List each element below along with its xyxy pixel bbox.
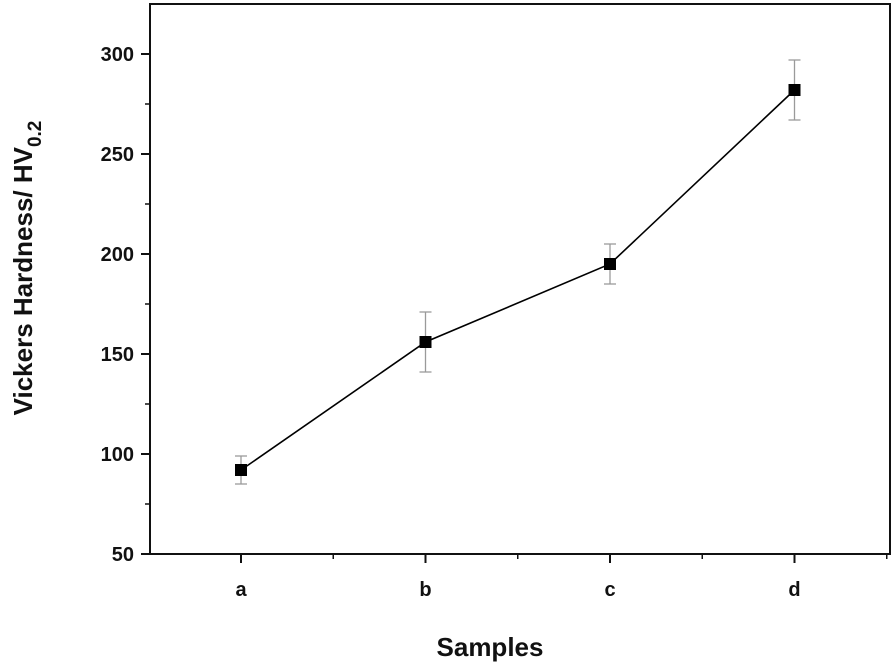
- x-tick-label: d: [788, 579, 800, 601]
- data-point: [604, 258, 616, 270]
- data-point: [788, 84, 801, 96]
- y-tick-label: 200: [101, 244, 134, 266]
- x-tick-label: c: [604, 579, 615, 601]
- y-tick-label: 150: [101, 344, 134, 366]
- y-axis-title: Vickers Hardness/ HV0.2: [8, 121, 46, 416]
- x-axis-title: Samples: [437, 632, 544, 662]
- data-point: [235, 464, 247, 476]
- x-axis-ticks: a b c d: [235, 554, 888, 601]
- plot-area-border: [149, 3, 891, 555]
- error-bars: [235, 59, 801, 485]
- series-line: [240, 89, 796, 471]
- y-tick-label: 50: [112, 544, 134, 566]
- x-tick-label: a: [235, 579, 247, 601]
- y-tick-label: 100: [101, 444, 134, 466]
- series-polyline: [240, 89, 796, 471]
- y-tick-label: 250: [101, 144, 134, 166]
- data-markers: [235, 84, 801, 476]
- x-tick-label: b: [419, 579, 431, 601]
- y-axis-ticks: 50 100 150 200 250 300: [101, 44, 150, 566]
- y-axis-title-main: Vickers Hardness/ HV: [8, 146, 38, 415]
- data-point: [419, 336, 432, 348]
- y-tick-label: 300: [101, 44, 134, 66]
- y-axis-title-subscript: 0.2: [25, 121, 46, 147]
- plot-frame: [149, 3, 891, 555]
